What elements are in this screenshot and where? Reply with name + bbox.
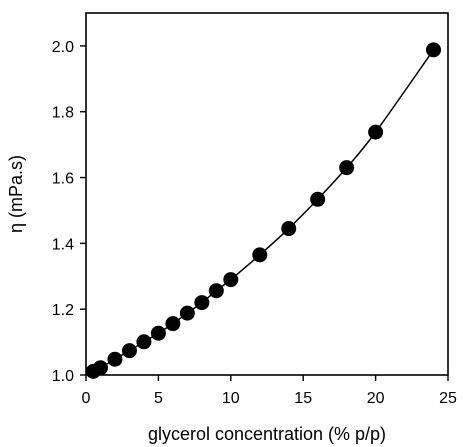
data-point bbox=[107, 351, 123, 367]
data-point bbox=[136, 334, 152, 350]
data-points-layer bbox=[85, 42, 442, 379]
data-point bbox=[252, 247, 268, 263]
data-point bbox=[121, 343, 137, 359]
x-tick-label: 15 bbox=[294, 390, 312, 407]
data-point bbox=[194, 295, 210, 311]
y-tick-label: 1.6 bbox=[52, 171, 74, 188]
data-point bbox=[179, 305, 195, 321]
y-tick-label: 1.2 bbox=[52, 302, 74, 319]
data-point bbox=[368, 124, 384, 140]
data-point bbox=[339, 160, 355, 176]
x-tick-label: 0 bbox=[82, 390, 91, 407]
plot-frame bbox=[85, 12, 449, 376]
data-point bbox=[165, 316, 181, 332]
y-tick-label: 1.0 bbox=[52, 368, 74, 385]
x-axis-ticks: 0 5 10 15 20 25 bbox=[82, 375, 457, 407]
data-point bbox=[92, 360, 108, 376]
x-axis-label: glycerol concentration (% p/p) bbox=[148, 424, 386, 444]
data-point bbox=[426, 42, 442, 58]
data-point bbox=[150, 325, 166, 341]
y-tick-label: 2.0 bbox=[52, 39, 74, 56]
fit-line bbox=[92, 49, 435, 373]
data-point bbox=[281, 221, 297, 237]
x-tick-label: 10 bbox=[222, 390, 240, 407]
x-tick-label: 5 bbox=[154, 390, 163, 407]
fit-line-layer bbox=[92, 49, 435, 373]
x-tick-label: 20 bbox=[367, 390, 385, 407]
data-point bbox=[310, 191, 326, 207]
y-axis-label: η (mPa.s) bbox=[6, 155, 26, 233]
data-point bbox=[208, 283, 224, 299]
y-tick-label: 1.8 bbox=[52, 105, 74, 122]
data-point bbox=[223, 272, 239, 288]
x-tick-label: 25 bbox=[439, 390, 457, 407]
y-axis-ticks: 1.0 1.2 1.4 1.6 1.8 2.0 bbox=[52, 39, 86, 385]
y-tick-label: 1.4 bbox=[52, 236, 74, 253]
